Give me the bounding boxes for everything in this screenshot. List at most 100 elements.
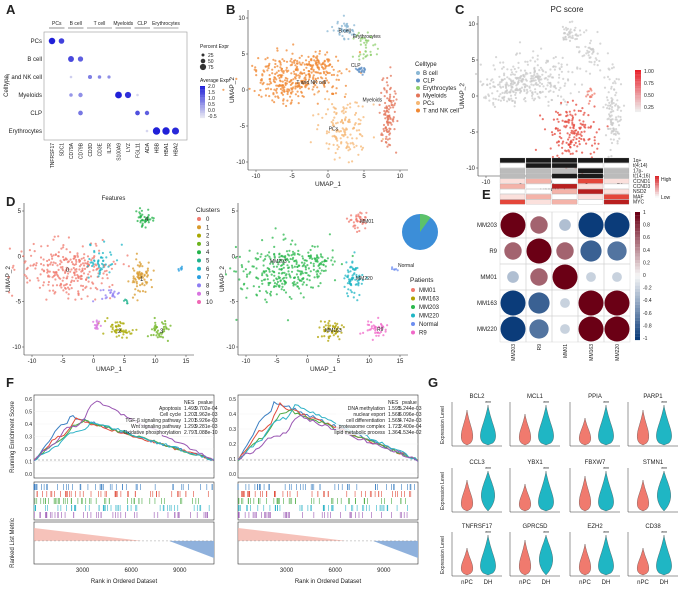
cell-cluster-0 xyxy=(54,278,57,281)
cell-cluster-3 xyxy=(155,331,158,334)
cell-mm203 xyxy=(317,264,320,267)
cell-t-nk xyxy=(315,80,318,83)
cell-grey xyxy=(616,105,620,108)
patients-legend-entry: MM163 xyxy=(419,297,440,303)
cell-grey xyxy=(514,96,518,100)
cell-cluster-0 xyxy=(80,297,83,300)
corr-colorbar-step xyxy=(635,247,640,251)
cell-t-nk xyxy=(285,60,289,63)
cell-cluster-6 xyxy=(108,271,111,274)
cell-t-nk xyxy=(310,59,313,62)
cell-cluster-3 xyxy=(166,339,169,342)
cell-grey xyxy=(558,68,562,71)
cell-t-nk xyxy=(299,63,302,66)
legend-title: Celltype xyxy=(415,62,437,68)
cell-cluster-0 xyxy=(57,275,60,278)
cell-myeloid xyxy=(388,99,392,102)
cell-mm203 xyxy=(311,245,314,248)
cell-myeloid xyxy=(382,123,386,127)
cell-mm163 xyxy=(323,320,326,323)
cell-mm203 xyxy=(351,254,354,258)
cell-cluster-0 xyxy=(8,247,11,250)
cell-pc xyxy=(349,102,352,105)
cell-mm220 xyxy=(356,266,359,270)
cell-pc-mid xyxy=(586,93,589,96)
cell-cluster-1 xyxy=(133,277,137,280)
cell-cluster-0 xyxy=(73,263,76,266)
cell-grey xyxy=(537,74,540,77)
clusters-legend-swatch xyxy=(197,241,201,246)
cell-cluster-6 xyxy=(102,259,105,262)
corr-colorbar-step xyxy=(635,279,640,283)
cell-grey xyxy=(506,68,509,71)
cell-cluster-0 xyxy=(84,262,87,265)
cell-mm220 xyxy=(350,291,353,294)
cell-mm203 xyxy=(260,279,263,282)
corr-colorbar-step xyxy=(635,234,640,238)
cell-grey xyxy=(557,81,560,84)
cell-mm203 xyxy=(283,279,286,282)
cell-mm203 xyxy=(272,265,275,268)
cell-pc xyxy=(345,146,348,149)
violin-gene-title: FBXW7 xyxy=(585,460,606,466)
cell-t-nk xyxy=(302,79,305,82)
cell-grey xyxy=(614,130,618,133)
cell-mm203 xyxy=(234,245,237,249)
patients-legend-swatch xyxy=(411,313,415,318)
cell-t-nk xyxy=(312,70,315,73)
cell-grey xyxy=(558,88,561,92)
cell-cluster-4 xyxy=(144,226,147,229)
cell-mm220 xyxy=(352,296,355,299)
cell-pc xyxy=(337,70,340,73)
cell-pc xyxy=(325,142,328,145)
cell-mm203 xyxy=(304,265,307,268)
cell-mm203 xyxy=(301,265,304,268)
cell-grey xyxy=(583,31,586,34)
cell-mm203 xyxy=(275,265,278,268)
cell-grey xyxy=(510,86,513,89)
cell-grey xyxy=(517,61,520,64)
cell-cluster-0 xyxy=(70,268,73,271)
cell-t-nk xyxy=(259,81,262,84)
heatmap-circle xyxy=(586,272,596,282)
cell-cluster-9 xyxy=(92,320,95,323)
dot xyxy=(124,91,132,99)
cell-mm163 xyxy=(329,324,332,327)
cell-t-nk xyxy=(302,95,305,98)
cell-t-nk xyxy=(290,92,293,95)
cell-pc xyxy=(336,139,339,142)
cell-pc xyxy=(317,113,320,116)
heatmap-row-label: MM203 xyxy=(477,223,498,229)
cell-mm203 xyxy=(313,245,316,248)
cell-pc-high xyxy=(578,143,581,146)
cell-myeloid xyxy=(389,106,392,109)
cell-t-nk xyxy=(281,93,285,96)
cell-mm203 xyxy=(273,282,277,285)
cell-grey xyxy=(533,69,536,72)
cell-grey xyxy=(526,84,529,87)
cell-mm163 xyxy=(328,328,331,331)
cell-mm203 xyxy=(278,284,281,287)
cell-pc-high xyxy=(557,129,560,132)
cell-mm203 xyxy=(275,293,278,296)
colorbar-step xyxy=(635,78,641,80)
cell-cluster-4 xyxy=(137,216,140,219)
gsea-series-name: cell differentiation xyxy=(346,418,385,424)
cell-b xyxy=(341,34,344,38)
cell-mm203 xyxy=(275,283,279,286)
annotation-cell xyxy=(499,163,526,168)
cell-grey xyxy=(525,88,529,91)
cell-cluster-2 xyxy=(111,323,114,326)
cell-mm163 xyxy=(319,320,322,323)
cell-cluster-1 xyxy=(139,262,142,266)
cell-cluster-0 xyxy=(13,268,16,271)
cell-grey xyxy=(549,68,552,71)
heatmap-circle xyxy=(559,219,571,231)
cell-grey xyxy=(504,84,507,87)
cell-cluster-0 xyxy=(71,276,74,279)
gsea-table-header: pvalue xyxy=(198,400,213,406)
gsea-rug-frame xyxy=(33,481,215,521)
corr-colorbar-tick: 0 xyxy=(643,273,646,279)
cell-myeloid xyxy=(380,91,383,94)
annotation-cell xyxy=(577,173,604,179)
